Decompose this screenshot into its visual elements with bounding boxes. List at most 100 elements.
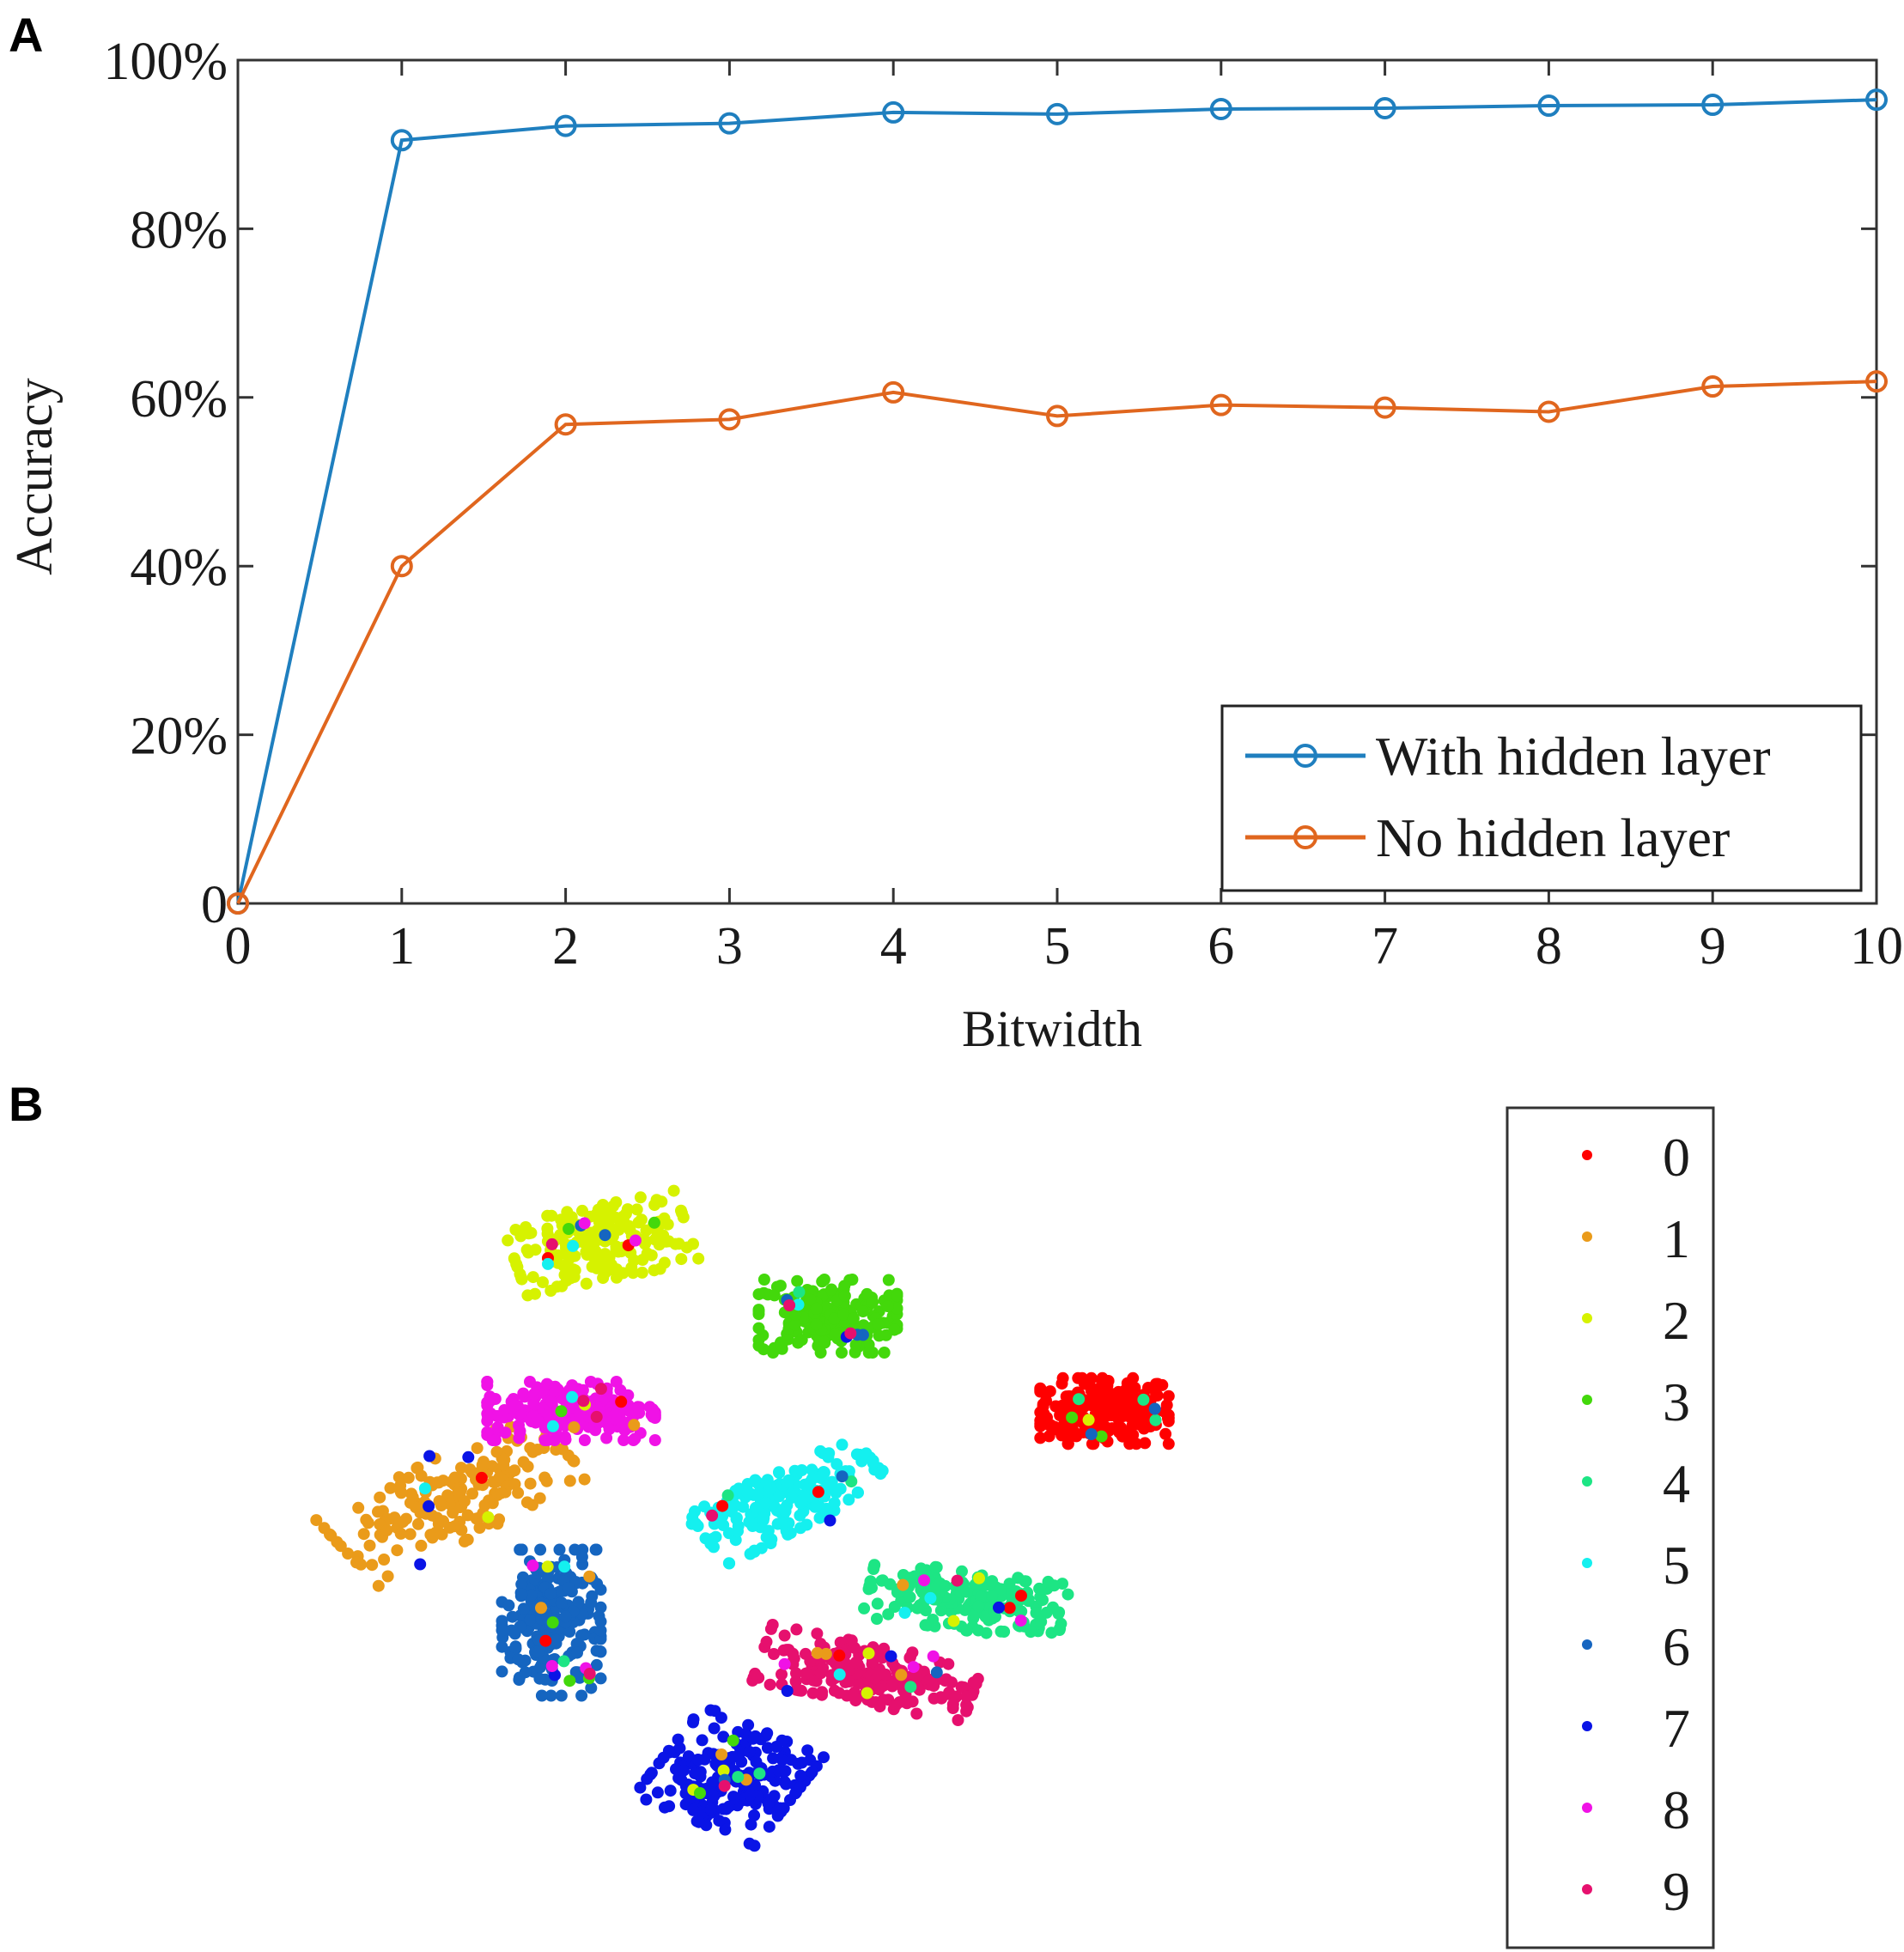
class-7-point	[708, 1722, 721, 1735]
class-3-outlier	[1095, 1430, 1108, 1443]
class-1-point	[520, 1496, 533, 1509]
class-9-outlier	[951, 1574, 964, 1587]
class-4-point	[871, 1613, 883, 1625]
class-4-point	[956, 1565, 968, 1578]
class-3-point	[810, 1318, 823, 1331]
class-3-point	[891, 1290, 903, 1303]
class-1-point	[381, 1570, 394, 1583]
class-5-outlier	[418, 1482, 431, 1495]
class-5-outlier	[924, 1591, 937, 1604]
class-7-outlier	[549, 1669, 561, 1681]
x-tick-label: 0	[225, 917, 252, 976]
class-6-point	[515, 1588, 528, 1601]
class-1-point	[410, 1501, 423, 1514]
class-8-point	[545, 1395, 558, 1408]
class-8-outlier	[545, 1660, 558, 1672]
class-0-point	[1096, 1371, 1109, 1384]
class-3-point	[882, 1274, 895, 1286]
class-5-point	[773, 1490, 786, 1503]
class-7-point	[749, 1779, 761, 1791]
class-1-point	[360, 1513, 373, 1526]
class-5-point	[741, 1487, 754, 1499]
class-8-point	[514, 1426, 526, 1439]
accuracy-line-chart: 0 1 2 3 4 5 6 7 8 9 10 0 20% 40% 60% 80% 100%	[103, 33, 1903, 976]
class-4-point	[1061, 1588, 1074, 1601]
class-3-point	[768, 1289, 781, 1302]
class-9-point	[764, 1622, 777, 1635]
tsne-scatter-plot	[310, 1184, 1175, 1852]
class-0-point	[1050, 1400, 1063, 1413]
class-1-point	[412, 1517, 424, 1530]
class-0-point	[1110, 1421, 1123, 1434]
class-5-point	[749, 1474, 762, 1487]
class-6-point	[575, 1551, 588, 1563]
class-6-point	[559, 1610, 572, 1623]
class-2-point	[526, 1271, 539, 1284]
class-4-point	[864, 1576, 877, 1588]
class-0-point	[1095, 1390, 1108, 1403]
class-6-point	[594, 1624, 607, 1637]
class-9-point	[952, 1714, 964, 1726]
class-2-point	[677, 1211, 690, 1224]
class-6-outlier	[599, 1229, 611, 1242]
class-3-point	[752, 1288, 765, 1301]
class-1-point	[466, 1487, 478, 1500]
class-6-point	[512, 1653, 525, 1666]
x-tick-label: 3	[716, 917, 743, 976]
class-9-point	[814, 1638, 827, 1650]
class-9-point	[845, 1634, 858, 1647]
class-8-point	[578, 1434, 591, 1446]
class-9-outlier	[718, 1779, 731, 1792]
series-1-point	[1701, 375, 1725, 398]
class-7-outlier	[993, 1601, 1005, 1614]
class-3-outlier	[727, 1734, 739, 1747]
class-6-point	[570, 1638, 583, 1651]
class-3-point	[837, 1308, 850, 1321]
class-4-point	[911, 1602, 924, 1615]
class-4-point	[882, 1608, 895, 1621]
x-tick-label: 4	[880, 917, 907, 976]
legend-b-box	[1506, 1106, 1715, 1949]
series-line-1	[236, 380, 1877, 904]
class-8-point	[559, 1414, 572, 1427]
legend-b-label-4: 4	[1663, 1453, 1690, 1514]
class-5-point	[782, 1475, 794, 1488]
class-6-point	[569, 1543, 581, 1556]
class-1-point	[363, 1539, 376, 1552]
class-9-point	[749, 1667, 762, 1680]
class-1-point	[334, 1540, 347, 1553]
series-0-point	[1537, 94, 1560, 118]
class-9-point	[942, 1657, 955, 1670]
class-6-point	[553, 1543, 566, 1556]
class-2-point	[597, 1272, 610, 1285]
class-7-outlier	[885, 1650, 897, 1663]
class-6-point	[496, 1615, 508, 1627]
class-5-point	[776, 1518, 789, 1530]
series-line-0	[236, 98, 1877, 904]
class-9-point	[960, 1705, 973, 1718]
class-7-point	[748, 1809, 761, 1821]
class-2-outlier	[862, 1647, 875, 1660]
class-0-point	[1056, 1371, 1069, 1384]
class-7-point	[744, 1789, 757, 1802]
class-0-point	[1035, 1383, 1047, 1396]
class-4-outlier	[845, 1475, 858, 1488]
class-7-point	[717, 1730, 730, 1743]
class-6-point	[594, 1645, 607, 1657]
class-9-point	[790, 1667, 802, 1680]
class-1-point	[374, 1491, 386, 1504]
class-7-point	[722, 1800, 735, 1813]
class-6-point	[509, 1642, 522, 1655]
legend-b-label-9: 9	[1663, 1861, 1690, 1922]
class-1-point	[433, 1495, 446, 1507]
class-8-point	[614, 1383, 627, 1396]
class-6-point	[571, 1646, 583, 1659]
class-6-point	[544, 1689, 557, 1702]
class-1-point	[524, 1477, 537, 1490]
class-5-point	[755, 1542, 768, 1554]
class-1-point	[512, 1487, 525, 1499]
class-3-point	[752, 1339, 765, 1352]
class-3-point	[891, 1302, 903, 1315]
legend-a-entry-with-hidden: With hidden layer	[1376, 726, 1771, 787]
class-9-point	[848, 1690, 860, 1703]
